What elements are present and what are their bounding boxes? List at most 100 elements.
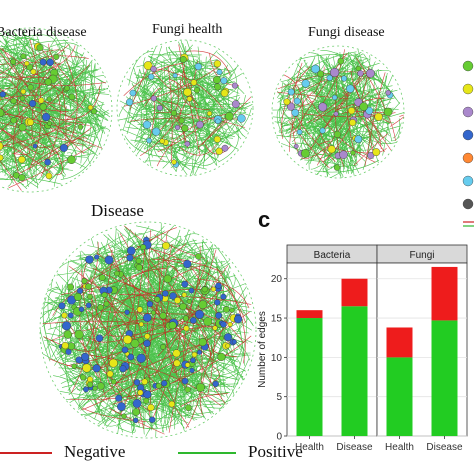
network-disease-node (127, 353, 135, 361)
network-fungi-health-node (171, 159, 177, 165)
network-fungi-disease-node (383, 107, 393, 117)
network-disease-node (195, 253, 202, 260)
network-bacteria-disease-node (38, 97, 45, 104)
network-disease-node (231, 339, 237, 345)
x-tick-label-bacteria-health: Health (295, 442, 324, 453)
network-bacteria-disease-node (0, 141, 4, 151)
network-disease-node (154, 296, 161, 303)
network-fungi-health-node (152, 127, 161, 136)
network-disease-node (181, 292, 187, 298)
network-bacteria-disease-node (87, 104, 94, 111)
network-disease-node (159, 312, 167, 320)
network-bacteria-disease-node (18, 174, 26, 182)
network-fungi-health-node (237, 114, 246, 123)
network-fungi-health-node (150, 65, 157, 73)
network-fungi-disease-node (348, 107, 356, 115)
network-bacteria-disease-node (44, 78, 52, 86)
network-fungi-disease-node (372, 148, 381, 157)
network-fungi-health-node (126, 98, 134, 106)
network-disease-node (189, 317, 197, 324)
network-fungi-disease-node (330, 67, 340, 78)
network-fungi-disease-node (293, 143, 299, 149)
network-fungi-disease-node (300, 148, 310, 158)
network-bacteria-disease-node (53, 53, 60, 60)
network-fungi-health-node (194, 62, 202, 71)
network-disease-node (106, 370, 114, 378)
network-fungi-health-node (183, 87, 192, 97)
network-disease-node (92, 364, 101, 373)
legend-node-5 (462, 175, 474, 187)
network-fungi-disease-node (367, 151, 375, 159)
network-disease-node (191, 351, 198, 358)
network-disease-node (133, 379, 141, 386)
network-fungi-disease-node (283, 98, 291, 106)
network-disease-node (227, 321, 233, 327)
network-disease-node (169, 292, 177, 300)
network-disease-node (87, 293, 93, 300)
facet-label-fungi: Fungi (409, 250, 434, 261)
network-disease-node (155, 382, 162, 389)
network-disease-node (62, 321, 72, 331)
network-disease-node (114, 270, 120, 277)
network-disease (39, 221, 257, 439)
network-disease-node (81, 352, 90, 361)
legend-negative-label: Negative (64, 442, 126, 461)
network-disease-node (81, 278, 88, 285)
network-disease-node (110, 378, 117, 385)
network-disease-node (124, 309, 130, 315)
network-disease-node (98, 274, 106, 282)
network-disease-node (79, 374, 87, 381)
network-disease-node (181, 280, 189, 288)
network-fungi-disease-node (333, 130, 342, 139)
bar-bacteria-disease-segment-0 (341, 306, 368, 436)
bar-fungi-disease-segment-0 (431, 320, 458, 436)
x-tick-label-bacteria-disease: Disease (336, 442, 373, 453)
network-disease-node (162, 290, 169, 297)
network-fungi-health-node (193, 87, 201, 94)
network-fungi-disease-node (326, 74, 333, 82)
y-axis-label: Number of edges (257, 311, 268, 388)
network-disease-node (78, 306, 85, 312)
network-disease-node (168, 321, 177, 330)
network-bacteria-disease-node (77, 124, 84, 130)
network-disease-node (132, 417, 139, 424)
network-bacteria-disease-node (10, 117, 18, 124)
legend-node-6 (462, 198, 474, 210)
x-tick-label-fungi-health: Health (385, 442, 414, 453)
title-fungi-disease: Fungi disease (308, 25, 385, 40)
network-disease-node (148, 416, 156, 423)
legend-node-2 (462, 106, 474, 118)
network-fungi-disease-node (333, 164, 341, 171)
network-disease-node (147, 403, 155, 412)
network-disease-node (132, 399, 142, 408)
network-disease-node (74, 329, 84, 340)
network-bacteria-disease (0, 27, 113, 193)
network-bacteria-disease-node (27, 83, 34, 91)
network-fungi-health-node (220, 77, 228, 85)
network-fungi-health-node (156, 104, 163, 111)
node-legend (462, 60, 474, 227)
network-disease-node (97, 304, 104, 311)
network-disease-node (104, 255, 114, 265)
y-tick-label: 5 (276, 392, 282, 403)
network-fungi-health-node (150, 95, 157, 102)
network-disease-node (127, 246, 136, 255)
network-bacteria-disease-node (0, 94, 2, 104)
network-fungi-disease-node (341, 75, 348, 82)
network-bacteria-disease-node (28, 99, 37, 108)
y-tick-label: 15 (271, 314, 283, 325)
network-fungi-health-node (206, 110, 213, 117)
network-fungi-disease-node (354, 135, 363, 144)
network-fungi-health-node (220, 89, 229, 97)
network-fungi-disease-node (318, 102, 328, 112)
network-disease-node (95, 334, 104, 342)
network-fungi-health-node (181, 124, 189, 132)
legend-node-1 (462, 83, 474, 95)
network-disease-node (215, 282, 222, 289)
network-bacteria-disease-node (20, 53, 27, 60)
network-fungi-disease-node (385, 89, 391, 96)
network-fungi-health-node (146, 137, 152, 144)
network-fungi-health-node (196, 120, 204, 129)
network-disease-node (85, 255, 94, 264)
network-disease-node (189, 367, 195, 374)
